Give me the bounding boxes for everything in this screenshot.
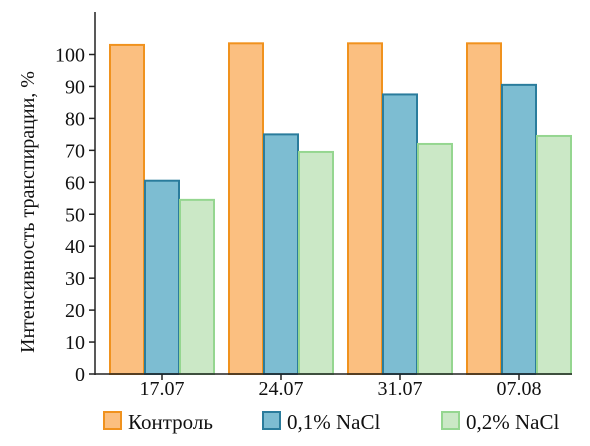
bar-07-08-series-2 (501, 83, 537, 375)
legend: Контроль 0,1% NaCl 0,2% NaCl (103, 410, 559, 434)
legend-swatch-1 (103, 411, 122, 430)
y-tick-label-10: 10 (65, 332, 85, 354)
x-tick-label-31-07: 31.07 (378, 378, 423, 400)
y-tick-label-20: 20 (65, 300, 85, 322)
bar-31-07-series-3 (417, 142, 453, 375)
y-tick-label-80: 80 (65, 108, 85, 130)
legend-label-2: 0,1% NaCl (287, 410, 380, 434)
bars (109, 42, 572, 375)
bar-24-07-series-1 (228, 42, 264, 375)
y-tick-label-90: 90 (65, 76, 85, 98)
y-tick-label-30: 30 (65, 268, 85, 290)
y-tick-label-0: 0 (75, 364, 85, 386)
bar-17-07-series-2 (144, 179, 180, 375)
x-tick-label-24-07: 24.07 (259, 378, 304, 400)
legend-label-3: 0,2% NaCl (466, 410, 559, 434)
legend-swatch-2 (262, 411, 281, 430)
legend-swatch-3 (441, 411, 460, 430)
bar-07-08-series-1 (466, 42, 502, 375)
bar-31-07-series-1 (347, 42, 383, 375)
y-tick-label-70: 70 (65, 140, 85, 162)
legend-item-1: Контроль (103, 410, 213, 434)
y-tick-label-50: 50 (65, 204, 85, 226)
bar-31-07-series-2 (382, 93, 418, 375)
bar-24-07-series-3 (298, 150, 334, 375)
legend-item-3: 0,2% NaCl (441, 410, 559, 434)
bar-24-07-series-2 (263, 133, 299, 375)
bar-07-08-series-3 (536, 134, 572, 375)
legend-label-1: Контроль (128, 410, 213, 434)
axes: 0 10 20 30 40 50 60 70 80 90 100 17.07 24.07 31.07 07.… (55, 12, 572, 400)
x-tick-label-07-08: 07.08 (497, 378, 542, 400)
y-tick-label-40: 40 (65, 236, 85, 258)
bar-17-07-series-3 (179, 198, 215, 375)
legend-item-2: 0,1% NaCl (262, 410, 380, 434)
bar-17-07-series-1 (109, 43, 145, 375)
x-tick-label-17-07: 17.07 (140, 378, 185, 400)
y-tick-label-60: 60 (65, 172, 85, 194)
y-axis-title: Интенсивность транспирации, % (17, 71, 39, 353)
y-tick-label-100: 100 (55, 45, 85, 67)
